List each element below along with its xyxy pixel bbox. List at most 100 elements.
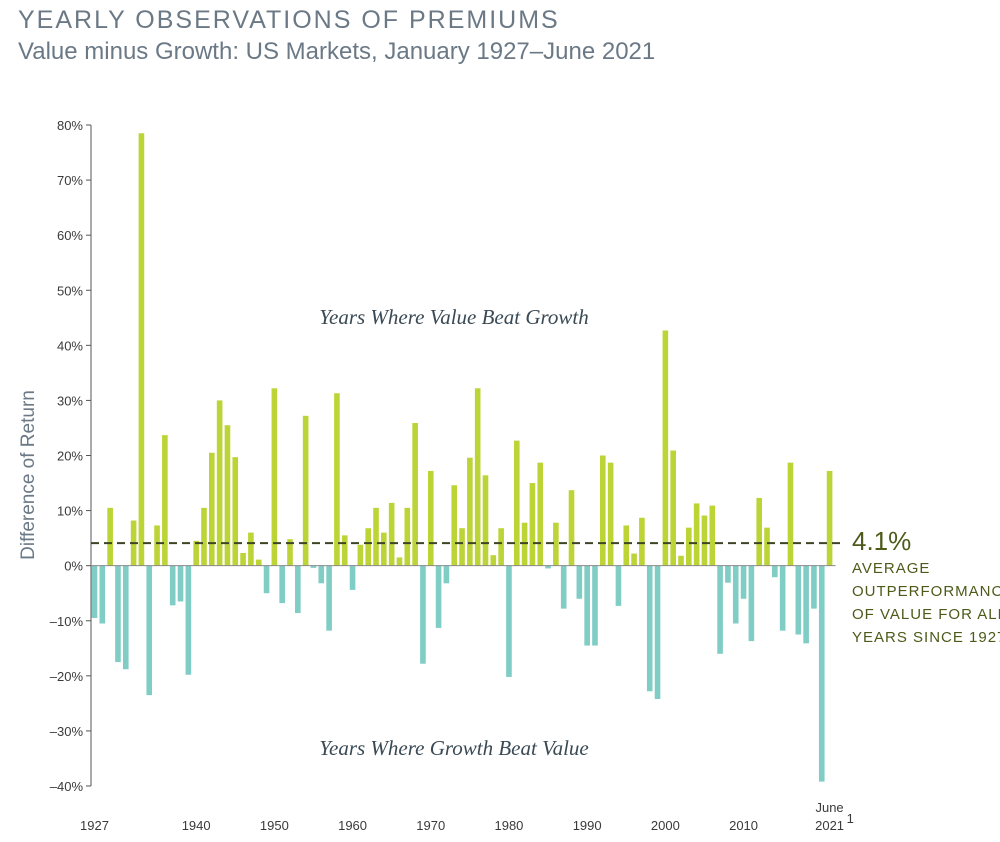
y-tick-label: –10% [50,614,84,629]
bar-1957 [326,565,332,631]
y-tick-label: –40% [50,779,84,794]
bar-1961 [357,544,364,566]
annotation-growth-beat-value: Years Where Growth Beat Value [319,736,588,760]
bar-2000 [662,330,669,566]
bar-2009 [732,565,739,624]
bar-1950 [271,388,278,566]
bar-1999 [654,565,661,699]
x-tick-label: 1927 [80,818,109,833]
x-tick-label: 1970 [416,818,445,833]
bar-1968 [412,423,418,566]
bar-1995 [623,525,630,566]
bar-1965 [388,502,395,566]
bar-2004 [693,503,700,566]
bar-1936 [162,435,168,566]
bar-1955 [310,565,317,568]
bar-1927 [91,565,98,618]
bar-1997 [639,517,645,566]
bar-2006 [709,505,716,566]
average-caption-line-4: YEARS SINCE 1927 [852,629,1000,646]
y-tick-label: 60% [57,228,83,243]
bar-1987 [560,565,567,609]
bar-1938 [177,565,184,602]
bar-1944 [224,425,231,566]
bar-1974 [459,528,465,566]
bar-2003 [686,527,692,566]
bar-1948 [255,559,262,566]
bar-1953 [295,565,301,614]
y-tick-label: 0% [64,559,83,574]
bar-1949 [263,565,270,594]
bar-2016 [787,462,794,566]
average-caption-line-3: OF VALUE FOR ALL [852,606,1000,623]
bar-1943 [216,400,223,566]
bar-1978 [490,555,497,566]
bar-1988 [568,490,575,566]
bar-1994 [615,565,622,606]
bar-1934 [146,565,153,696]
bar-1952 [287,539,293,566]
bar-1963 [373,507,379,566]
bar-2007 [717,565,723,654]
average-value-label: 4.1% [852,526,911,556]
x-tick-superscript: 1 [847,811,854,826]
x-axis-ticks: 1927 1940 1950 1960 1970 1980 1990 2000 2010 2021… [80,800,854,833]
bar-1960 [349,565,356,590]
x-tick-top-label: June [815,800,843,815]
bar-1989 [576,565,583,599]
x-tick-label: 1950 [260,818,289,833]
y-tick-label: 40% [57,338,83,353]
bar-1967 [404,507,411,566]
bar-1982 [521,522,528,566]
bar-1962 [365,528,371,566]
y-axis-label: Difference of Return [18,390,39,560]
average-caption-line-1: AVERAGE [852,560,930,577]
bar-1973 [451,485,458,566]
y-tick-label: –20% [50,669,84,684]
bar-1996 [631,553,637,566]
bar-1975 [467,457,473,566]
bar-2002 [678,555,684,566]
bars-group [91,133,833,782]
bar-1933 [138,133,145,566]
bar-1992 [600,455,606,566]
bar-2011 [748,565,755,642]
bar-2001 [670,450,676,566]
y-tick-label: –30% [50,724,84,739]
y-tick-label: 20% [57,449,83,464]
bar-1977 [482,475,489,566]
bar-2020 [818,565,825,782]
bar-1947 [248,532,254,566]
x-tick-label: 1940 [182,818,211,833]
bar-2005 [701,515,708,566]
bar-1935 [154,525,160,566]
bar-1991 [592,565,598,646]
annotation-value-beat-growth: Years Where Value Beat Growth [319,305,588,329]
bar-1928 [99,565,106,624]
bar-2018 [803,565,809,644]
bar-1929 [107,507,113,566]
bar-1970 [427,470,434,566]
bar-1983 [529,483,536,566]
chart-title: YEARLY OBSERVATIONS OF PREMIUMS [18,6,560,34]
x-tick-label: 1990 [573,818,602,833]
y-tick-label: 10% [57,504,83,519]
average-caption-line-2: OUTPERFORMANCE [852,583,1000,600]
bar-2019 [811,565,817,609]
bar-1972 [443,565,450,584]
bar-1990 [584,565,590,646]
bar-1940 [193,540,199,566]
bar-1954 [302,415,309,566]
bar-2008 [725,565,731,583]
bar-2013 [764,527,770,566]
bar-1930 [115,565,121,663]
x-tick-label: 2010 [729,818,758,833]
bar-1964 [381,532,387,566]
bar-1981 [513,440,520,566]
bar-2012 [756,497,762,566]
bar-1951 [279,565,285,604]
bar-1998 [646,565,653,692]
bar-2015 [779,565,786,631]
bar-1976 [474,388,481,566]
